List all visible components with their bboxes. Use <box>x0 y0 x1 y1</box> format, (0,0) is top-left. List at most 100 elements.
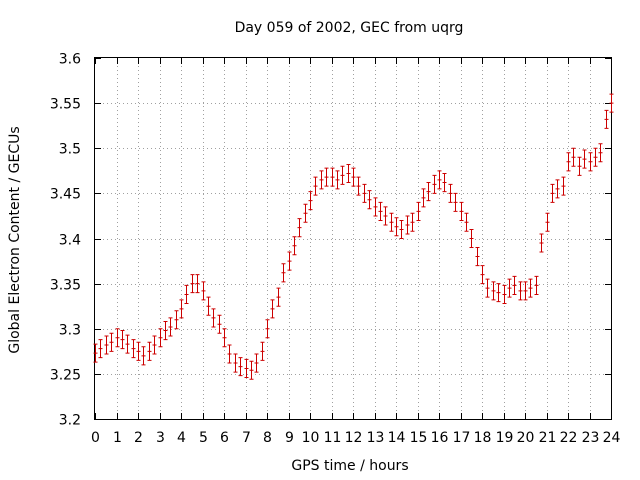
data-point-errorbar <box>346 163 351 184</box>
data-point-errorbar <box>593 147 598 167</box>
data-point-errorbar <box>98 339 103 359</box>
data-point-errorbar <box>152 335 157 355</box>
data-point-errorbar <box>442 173 447 193</box>
y-axis-label: Global Electron Content / GECUs <box>7 126 23 353</box>
x-tick-label: 9 <box>285 430 294 446</box>
data-point-errorbar <box>448 183 453 203</box>
data-point-errorbar <box>571 147 576 167</box>
data-point-errorbar <box>174 310 179 330</box>
data-point-errorbar <box>373 197 378 217</box>
x-tick-label: 7 <box>242 430 251 446</box>
data-point-errorbar <box>469 228 474 249</box>
x-tick-label: 8 <box>263 430 272 446</box>
data-point-errorbar <box>195 274 200 294</box>
data-point-errorbar <box>523 281 528 301</box>
data-point-errorbar <box>136 341 141 361</box>
data-point-errorbar <box>609 93 614 113</box>
data-point-errorbar <box>201 281 206 301</box>
data-point-errorbar <box>125 334 130 354</box>
x-tick-label: 17 <box>453 430 471 446</box>
data-points <box>93 93 614 380</box>
data-point-errorbar <box>459 201 464 221</box>
data-point-errorbar <box>416 201 421 221</box>
data-point-errorbar <box>238 357 243 377</box>
data-point-errorbar <box>104 335 109 355</box>
x-tick-label: 22 <box>560 430 578 446</box>
data-point-errorbar <box>260 341 265 361</box>
data-point-errorbar <box>426 182 431 202</box>
data-point-errorbar <box>168 317 173 337</box>
data-point-errorbar <box>362 183 367 203</box>
y-tick-label: 3.3 <box>59 323 81 339</box>
data-point-errorbar <box>356 176 361 196</box>
x-axis-label: GPS time / hours <box>291 458 408 474</box>
data-point-errorbar <box>206 296 211 316</box>
data-point-errorbar <box>335 170 340 190</box>
data-point-errorbar <box>115 328 120 348</box>
data-point-errorbar <box>190 274 195 294</box>
data-point-errorbar <box>383 206 388 226</box>
y-tick-label: 3.35 <box>50 278 81 294</box>
grid-lines <box>95 58 611 419</box>
data-point-errorbar <box>561 176 566 196</box>
data-point-errorbar <box>292 236 297 256</box>
data-point-errorbar <box>464 212 469 232</box>
plot-frame <box>94 57 612 420</box>
data-point-errorbar <box>179 299 184 319</box>
y-tick-label: 3.4 <box>59 233 81 249</box>
x-tick-label: 3 <box>156 430 165 446</box>
data-point-errorbar <box>545 212 550 232</box>
data-point-errorbar <box>222 328 227 348</box>
data-point-errorbar <box>93 343 98 363</box>
y-tick-labels: 3.2 3.25 3.3 3.35 3.4 3.45 3.5 3.55 3.6 <box>50 52 81 429</box>
data-point-errorbar <box>491 281 496 301</box>
data-point-errorbar <box>131 339 136 359</box>
chart-title: Day 059 of 2002, GEC from uqrg <box>235 20 464 36</box>
x-tick-label: 15 <box>410 430 428 446</box>
data-point-errorbar <box>480 265 485 285</box>
x-tick-label: 13 <box>367 430 385 446</box>
data-point-errorbar <box>582 149 587 169</box>
data-point-errorbar <box>244 358 249 378</box>
y-tick-label: 3.2 <box>59 413 81 429</box>
data-point-errorbar <box>158 328 163 348</box>
data-point-errorbar <box>378 201 383 221</box>
x-tick-labels: 0 1 2 3 4 5 6 7 8 9 10 11 12 13 14 15 16 17 18 19 20 21 22 23 24 <box>91 430 620 446</box>
data-point-errorbar <box>254 353 259 373</box>
data-point-errorbar <box>555 179 560 199</box>
data-point-errorbar <box>330 167 335 187</box>
data-point-errorbar <box>394 217 399 237</box>
data-point-errorbar <box>340 165 345 185</box>
data-point-errorbar <box>528 278 533 298</box>
data-point-errorbar <box>604 109 609 129</box>
data-point-errorbar <box>453 192 458 212</box>
data-point-errorbar <box>217 314 222 334</box>
data-point-errorbar <box>109 332 114 352</box>
data-point-errorbar <box>518 281 523 301</box>
data-point-errorbar <box>233 353 238 373</box>
data-point-errorbar <box>184 284 189 304</box>
data-point-errorbar <box>211 308 216 328</box>
x-tick-label: 23 <box>582 430 600 446</box>
data-point-errorbar <box>265 319 270 339</box>
data-point-errorbar <box>281 263 286 283</box>
data-point-errorbar <box>399 219 404 239</box>
data-point-errorbar <box>485 278 490 298</box>
data-point-errorbar <box>475 247 480 267</box>
x-tick-label: 1 <box>113 430 122 446</box>
data-point-errorbar <box>410 212 415 232</box>
data-point-errorbar <box>313 176 318 196</box>
x-tick-label: 11 <box>324 430 342 446</box>
data-point-errorbar <box>534 275 539 295</box>
x-tick-label: 10 <box>302 430 320 446</box>
data-point-errorbar <box>319 170 324 190</box>
x-tick-label: 16 <box>431 430 449 446</box>
data-point-errorbar <box>270 299 275 319</box>
data-point-errorbar <box>512 275 517 295</box>
y-tick-label: 3.25 <box>50 368 81 384</box>
data-point-errorbar <box>389 212 394 232</box>
data-point-errorbar <box>539 233 544 253</box>
data-point-errorbar <box>598 143 603 163</box>
x-tick-label: 5 <box>199 430 208 446</box>
